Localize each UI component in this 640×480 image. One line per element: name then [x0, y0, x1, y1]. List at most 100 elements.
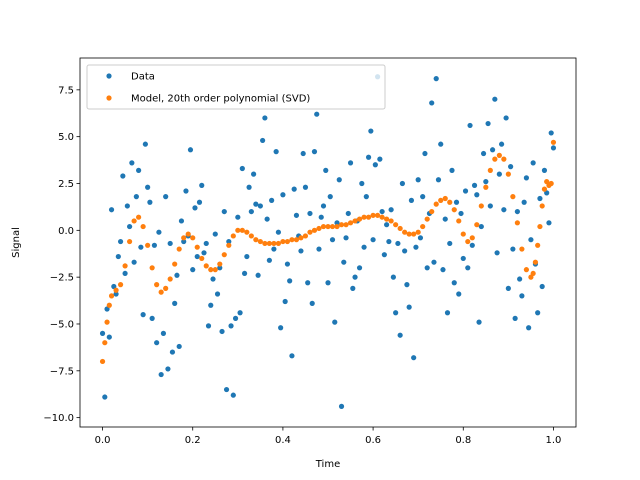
- model-point: [548, 180, 554, 187]
- x-axis-label: Time: [315, 459, 340, 470]
- data-point: [264, 216, 270, 222]
- model-point: [505, 171, 511, 177]
- data-point: [226, 238, 232, 245]
- model-point: [99, 358, 106, 365]
- data-point: [165, 366, 171, 372]
- model-point: [541, 186, 548, 192]
- model-point: [411, 231, 417, 237]
- data-point: [323, 167, 329, 173]
- data-point: [302, 184, 309, 190]
- data-point: [108, 207, 115, 213]
- data-point: [248, 208, 254, 215]
- data-point: [420, 194, 426, 200]
- data-point: [282, 298, 288, 305]
- model-point: [438, 197, 444, 203]
- data-point: [535, 310, 541, 316]
- model-point: [393, 222, 399, 228]
- model-point: [280, 238, 286, 245]
- data-point: [205, 323, 212, 329]
- model-point: [532, 259, 539, 265]
- y-tick-label: −5.0: [50, 319, 74, 330]
- data-point: [546, 220, 552, 226]
- data-point: [471, 182, 478, 188]
- model-point: [539, 203, 545, 209]
- data-point: [203, 240, 209, 247]
- model-point: [329, 223, 336, 230]
- model-point: [338, 222, 345, 228]
- data-point: [356, 265, 363, 271]
- model-point: [320, 223, 327, 230]
- data-point: [483, 179, 489, 185]
- data-point: [147, 199, 153, 205]
- data-point: [124, 203, 130, 209]
- model-point: [208, 267, 214, 273]
- data-point: [494, 250, 500, 256]
- data-point: [228, 323, 234, 329]
- data-point: [406, 304, 412, 310]
- model-point: [190, 235, 196, 241]
- data-point: [453, 199, 460, 205]
- model-point: [181, 235, 187, 241]
- model-point: [284, 238, 291, 245]
- model-point: [451, 207, 457, 213]
- model-point: [429, 208, 435, 215]
- model-point: [469, 235, 475, 241]
- data-point: [273, 149, 279, 155]
- model-point: [465, 238, 471, 245]
- data-point: [298, 248, 304, 254]
- data-point: [325, 280, 331, 286]
- data-point: [379, 208, 385, 215]
- data-point: [212, 231, 218, 237]
- data-point: [329, 237, 336, 243]
- data-point: [449, 167, 455, 173]
- model-point: [244, 229, 250, 235]
- data-point: [196, 199, 203, 205]
- model-point: [523, 267, 530, 273]
- data-point: [343, 235, 349, 241]
- model-point: [131, 218, 137, 224]
- data-point: [422, 150, 428, 157]
- data-point: [115, 253, 121, 260]
- y-tick-label: 2.5: [58, 179, 74, 190]
- data-point: [230, 392, 236, 398]
- data-point: [433, 76, 439, 82]
- data-point: [537, 195, 543, 202]
- model-point: [108, 293, 115, 299]
- model-point: [176, 246, 182, 252]
- model-point: [550, 139, 557, 145]
- legend-label-data: Data: [131, 72, 155, 83]
- data-point: [178, 218, 185, 224]
- data-point: [223, 386, 230, 393]
- data-point: [106, 334, 112, 340]
- data-point: [408, 197, 415, 203]
- data-point: [338, 403, 345, 409]
- model-point: [217, 261, 223, 267]
- data-point: [199, 182, 205, 188]
- data-point: [287, 278, 293, 284]
- data-point: [314, 111, 320, 117]
- data-point: [172, 300, 178, 306]
- model-point: [199, 255, 205, 262]
- y-tick-label: 0.0: [58, 226, 74, 237]
- data-point: [393, 310, 399, 316]
- x-tick-label: 0.8: [455, 435, 471, 446]
- data-point: [521, 199, 527, 205]
- data-point: [397, 332, 403, 338]
- data-point: [404, 282, 410, 288]
- data-point: [519, 293, 525, 299]
- data-point: [269, 197, 275, 203]
- data-point: [138, 244, 144, 250]
- y-tick-label: 7.5: [58, 85, 74, 96]
- data-point: [127, 223, 133, 230]
- data-point: [440, 267, 446, 273]
- model-point: [212, 267, 218, 273]
- data-point: [181, 238, 187, 245]
- data-point: [345, 210, 351, 217]
- model-point: [266, 240, 272, 247]
- data-point: [244, 253, 250, 260]
- data-point: [113, 291, 119, 297]
- model-point: [145, 242, 151, 248]
- data-point: [469, 242, 475, 248]
- model-point: [311, 227, 318, 233]
- model-point: [537, 223, 543, 230]
